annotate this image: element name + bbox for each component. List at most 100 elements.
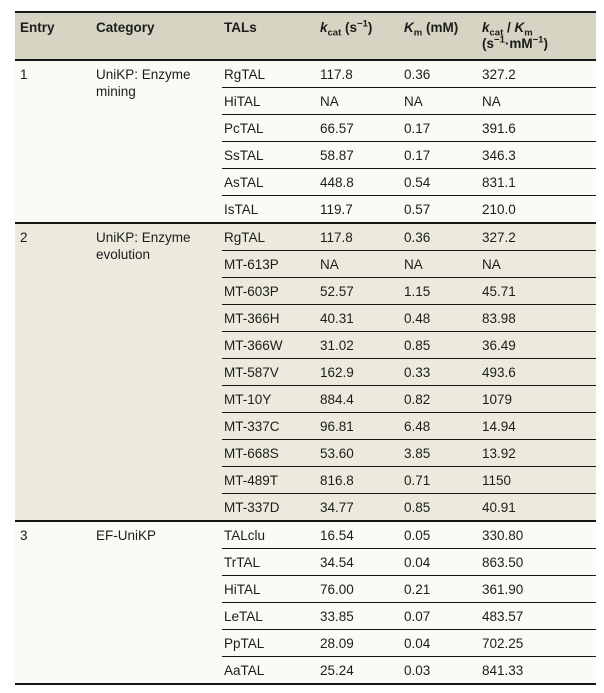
section-enzyme-evolution: 2 UniKP: Enzyme evolution RgTAL 117.8 0.… bbox=[15, 222, 596, 521]
table-header: Entry Category TALs kcat (s−1) Km (mM) k… bbox=[15, 12, 596, 61]
km-cell: 6.48 bbox=[402, 412, 480, 440]
entry-cell: 2 bbox=[15, 222, 94, 521]
kcat-cell: 34.77 bbox=[318, 493, 402, 521]
table-row: 3 EF-UniKP TALclu 16.54 0.05 330.80 bbox=[15, 520, 596, 684]
table-row: IsTAL 119.7 0.57 210.0 bbox=[15, 195, 596, 223]
tal-cell: MT-337C bbox=[222, 412, 318, 440]
ratio-cell: 83.98 bbox=[480, 304, 596, 332]
km-cell: 1.15 bbox=[402, 277, 480, 305]
kcat-cell: 162.9 bbox=[318, 358, 402, 386]
kcat-cell: 53.60 bbox=[318, 439, 402, 467]
km-cell: 0.05 bbox=[402, 520, 480, 549]
km-cell: 0.82 bbox=[402, 385, 480, 413]
kcat-cell: 884.4 bbox=[318, 385, 402, 413]
column-header-tals: TALs bbox=[222, 12, 318, 61]
kcat-cell: 16.54 bbox=[318, 520, 402, 549]
ratio-cell: NA bbox=[480, 87, 596, 115]
table-row: PcTAL 66.57 0.17 391.6 bbox=[15, 114, 596, 142]
table-row: HiTAL NA NA NA bbox=[15, 87, 596, 115]
ratio-cell: 45.71 bbox=[480, 277, 596, 305]
table-row: MT-10Y 884.4 0.82 1079 bbox=[15, 385, 596, 413]
ratio-cell: 40.91 bbox=[480, 493, 596, 521]
kcat-cell: 34.54 bbox=[318, 548, 402, 576]
kcat-cell: 52.57 bbox=[318, 277, 402, 305]
table-row: MT-587V 162.9 0.33 493.6 bbox=[15, 358, 596, 386]
column-header-kcat: kcat (s−1) bbox=[318, 12, 402, 61]
tal-cell: MT-668S bbox=[222, 439, 318, 467]
tal-cell: AsTAL bbox=[222, 168, 318, 196]
tal-cell: IsTAL bbox=[222, 195, 318, 223]
table-row: TrTAL 34.54 0.04 863.50 bbox=[15, 548, 596, 576]
kcat-cell: 117.8 bbox=[318, 222, 402, 251]
header-row: Entry Category TALs kcat (s−1) Km (mM) k… bbox=[15, 12, 596, 61]
tal-cell: MT-366H bbox=[222, 304, 318, 332]
kcat-cell: 816.8 bbox=[318, 466, 402, 494]
tal-cell: HiTAL bbox=[222, 575, 318, 603]
kcat-cell: 28.09 bbox=[318, 629, 402, 657]
ratio-cell: 36.49 bbox=[480, 331, 596, 359]
tal-cell: MT-587V bbox=[222, 358, 318, 386]
ratio-cell: 863.50 bbox=[480, 548, 596, 576]
km-cell: 0.33 bbox=[402, 358, 480, 386]
column-header-kcat-km-ratio: kcat / Km (s−1·mM−1) bbox=[480, 12, 596, 61]
ratio-cell: 13.92 bbox=[480, 439, 596, 467]
ratio-cell: 831.1 bbox=[480, 168, 596, 196]
column-header-category: Category bbox=[94, 12, 222, 61]
ratio-cell: 1150 bbox=[480, 466, 596, 494]
kcat-cell: 33.85 bbox=[318, 602, 402, 630]
km-cell: 3.85 bbox=[402, 439, 480, 467]
tal-cell: SsTAL bbox=[222, 141, 318, 169]
kcat-cell: NA bbox=[318, 250, 402, 278]
km-cell: NA bbox=[402, 250, 480, 278]
table-row: MT-337C 96.81 6.48 14.94 bbox=[15, 412, 596, 440]
km-cell: 0.04 bbox=[402, 629, 480, 657]
tal-cell: MT-10Y bbox=[222, 385, 318, 413]
kcat-cell: NA bbox=[318, 87, 402, 115]
section-ef-unikp: 3 EF-UniKP TALclu 16.54 0.05 330.80 TrTA… bbox=[15, 520, 596, 684]
km-cell: 0.85 bbox=[402, 331, 480, 359]
table-row: HiTAL 76.00 0.21 361.90 bbox=[15, 575, 596, 603]
ratio-cell: 483.57 bbox=[480, 602, 596, 630]
tal-cell: MT-603P bbox=[222, 277, 318, 305]
table-row: 1 UniKP: Enzyme mining RgTAL 117.8 0.36 … bbox=[15, 60, 596, 99]
kcat-cell: 117.8 bbox=[320, 66, 353, 82]
km-cell: 0.71 bbox=[402, 466, 480, 494]
tal-cell: MT-613P bbox=[222, 250, 318, 278]
table-row: MT-337D 34.77 0.85 40.91 bbox=[15, 493, 596, 521]
ratio-cell: 391.6 bbox=[480, 114, 596, 142]
category-cell: EF-UniKP bbox=[94, 520, 222, 684]
table-row: 2 UniKP: Enzyme evolution RgTAL 117.8 0.… bbox=[15, 222, 596, 521]
ratio-cell: 327.2 bbox=[482, 66, 516, 82]
kcat-cell: 25.24 bbox=[318, 656, 402, 684]
table-row: MT-603P 52.57 1.15 45.71 bbox=[15, 277, 596, 305]
table-row: LeTAL 33.85 0.07 483.57 bbox=[15, 602, 596, 630]
kcat-cell: 40.31 bbox=[318, 304, 402, 332]
km-cell: 0.21 bbox=[402, 575, 480, 603]
section-enzyme-mining: 1 UniKP: Enzyme mining RgTAL 117.8 0.36 … bbox=[15, 60, 596, 223]
category-cell: UniKP: Enzyme evolution bbox=[94, 222, 222, 521]
table-row: MT-366H 40.31 0.48 83.98 bbox=[15, 304, 596, 332]
km-cell: 0.36 bbox=[404, 66, 431, 82]
kcat-cell: 448.8 bbox=[318, 168, 402, 196]
column-header-entry: Entry bbox=[15, 12, 94, 61]
table-row: MT-668S 53.60 3.85 13.92 bbox=[15, 439, 596, 467]
ratio-cell: NA bbox=[480, 250, 596, 278]
ratio-cell: 841.33 bbox=[480, 656, 596, 684]
tal-cell: RgTAL bbox=[222, 222, 318, 251]
km-cell: 0.17 bbox=[402, 141, 480, 169]
entry-cell: 1 bbox=[20, 66, 28, 82]
table-row: AaTAL 25.24 0.03 841.33 bbox=[15, 656, 596, 684]
ratio-cell: 361.90 bbox=[480, 575, 596, 603]
column-header-km: Km (mM) bbox=[402, 12, 480, 61]
km-cell: 0.17 bbox=[402, 114, 480, 142]
km-cell: 0.36 bbox=[402, 222, 480, 251]
ratio-cell: 330.80 bbox=[480, 520, 596, 549]
ratio-cell: 1079 bbox=[480, 385, 596, 413]
kcat-cell: 31.02 bbox=[318, 331, 402, 359]
kcat-cell: 58.87 bbox=[318, 141, 402, 169]
km-cell: 0.57 bbox=[402, 195, 480, 223]
kcat-cell: 119.7 bbox=[318, 195, 402, 223]
tal-cell: HiTAL bbox=[222, 87, 318, 115]
table-row: AsTAL 448.8 0.54 831.1 bbox=[15, 168, 596, 196]
